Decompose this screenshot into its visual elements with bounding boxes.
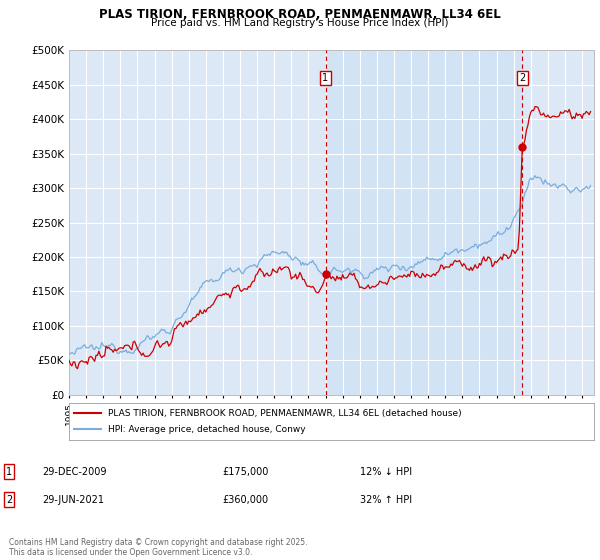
Text: 2: 2	[519, 73, 526, 83]
Text: Contains HM Land Registry data © Crown copyright and database right 2025.
This d: Contains HM Land Registry data © Crown c…	[9, 538, 308, 557]
Text: PLAS TIRION, FERNBROOK ROAD, PENMAENMAWR, LL34 6EL: PLAS TIRION, FERNBROOK ROAD, PENMAENMAWR…	[99, 8, 501, 21]
Text: 29-DEC-2009: 29-DEC-2009	[42, 466, 107, 477]
Text: 1: 1	[322, 73, 329, 83]
Text: 12% ↓ HPI: 12% ↓ HPI	[360, 466, 412, 477]
Text: HPI: Average price, detached house, Conwy: HPI: Average price, detached house, Conw…	[109, 425, 306, 434]
Text: 29-JUN-2021: 29-JUN-2021	[42, 494, 104, 505]
Text: PLAS TIRION, FERNBROOK ROAD, PENMAENMAWR, LL34 6EL (detached house): PLAS TIRION, FERNBROOK ROAD, PENMAENMAWR…	[109, 409, 462, 418]
Text: £175,000: £175,000	[222, 466, 268, 477]
Text: Price paid vs. HM Land Registry's House Price Index (HPI): Price paid vs. HM Land Registry's House …	[151, 18, 449, 28]
Text: £360,000: £360,000	[222, 494, 268, 505]
Text: 1: 1	[6, 466, 12, 477]
Text: 2: 2	[6, 494, 12, 505]
Text: 32% ↑ HPI: 32% ↑ HPI	[360, 494, 412, 505]
Bar	[326, 50, 522, 395]
